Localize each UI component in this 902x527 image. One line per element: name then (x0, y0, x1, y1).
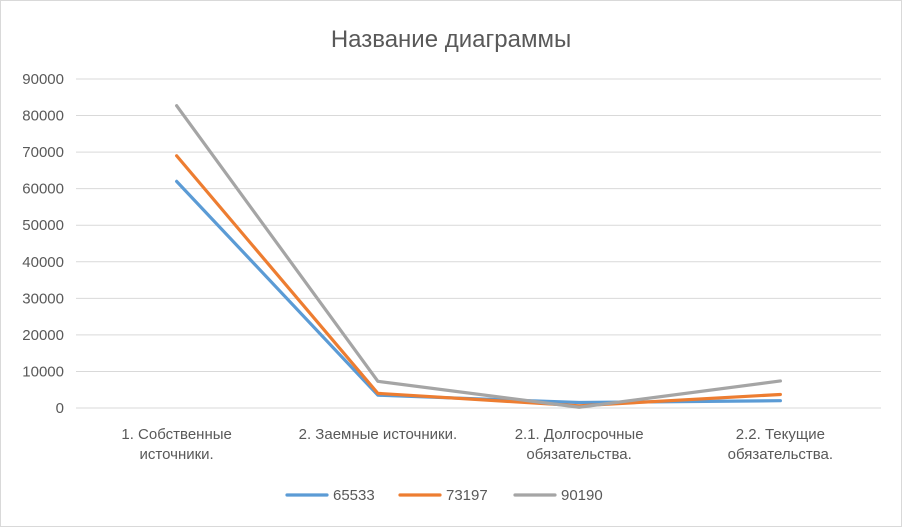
y-tick-label: 80000 (22, 108, 64, 125)
y-tick-label: 50000 (22, 217, 64, 234)
y-tick-label: 90000 (22, 71, 64, 88)
x-category-label: 2.2. Текущие обязательства. (728, 426, 833, 463)
x-category-label-line: 1. Собственные (121, 426, 231, 443)
series-line-90190 (175, 104, 782, 409)
gridlines (76, 78, 881, 409)
legend-label: 73197 (446, 487, 488, 504)
series-lines (175, 104, 782, 409)
y-tick-label: 30000 (22, 290, 64, 307)
x-axis-categories: 1. Собственные источники. 2. Заемные источ… (121, 426, 833, 463)
y-tick-label: 20000 (22, 327, 64, 344)
y-tick-label: 40000 (22, 254, 64, 271)
x-category-label-line: 2. Заемные источники. (299, 426, 458, 443)
legend-label: 90190 (561, 487, 603, 504)
x-category-label: 1. Собственные источники. (121, 426, 231, 463)
legend: 65533 73197 90190 (285, 487, 603, 504)
y-tick-label: 10000 (22, 363, 64, 380)
chart-title: Название диаграммы (331, 26, 571, 53)
y-tick-label: 70000 (22, 144, 64, 161)
x-category-label-line: 2.2. Текущие (736, 426, 825, 443)
legend-label: 65533 (333, 487, 375, 504)
x-category-label: 2.1. Долгосрочные обязательства. (515, 426, 644, 463)
y-axis-ticks: 0 10000 20000 30000 40000 50000 60000 70000 8000… (22, 71, 64, 417)
y-tick-label: 0 (56, 400, 64, 417)
x-category-label-line: 2.1. Долгосрочные (515, 426, 644, 443)
x-category-label-line: источники. (140, 446, 214, 463)
x-category-label-line: обязательства. (728, 446, 833, 463)
x-category-label-line: обязательства. (526, 446, 631, 463)
y-tick-label: 60000 (22, 181, 64, 198)
x-category-label: 2. Заемные источники. (299, 426, 458, 443)
series-line-65533 (175, 179, 782, 405)
series-line-73197 (175, 154, 782, 408)
